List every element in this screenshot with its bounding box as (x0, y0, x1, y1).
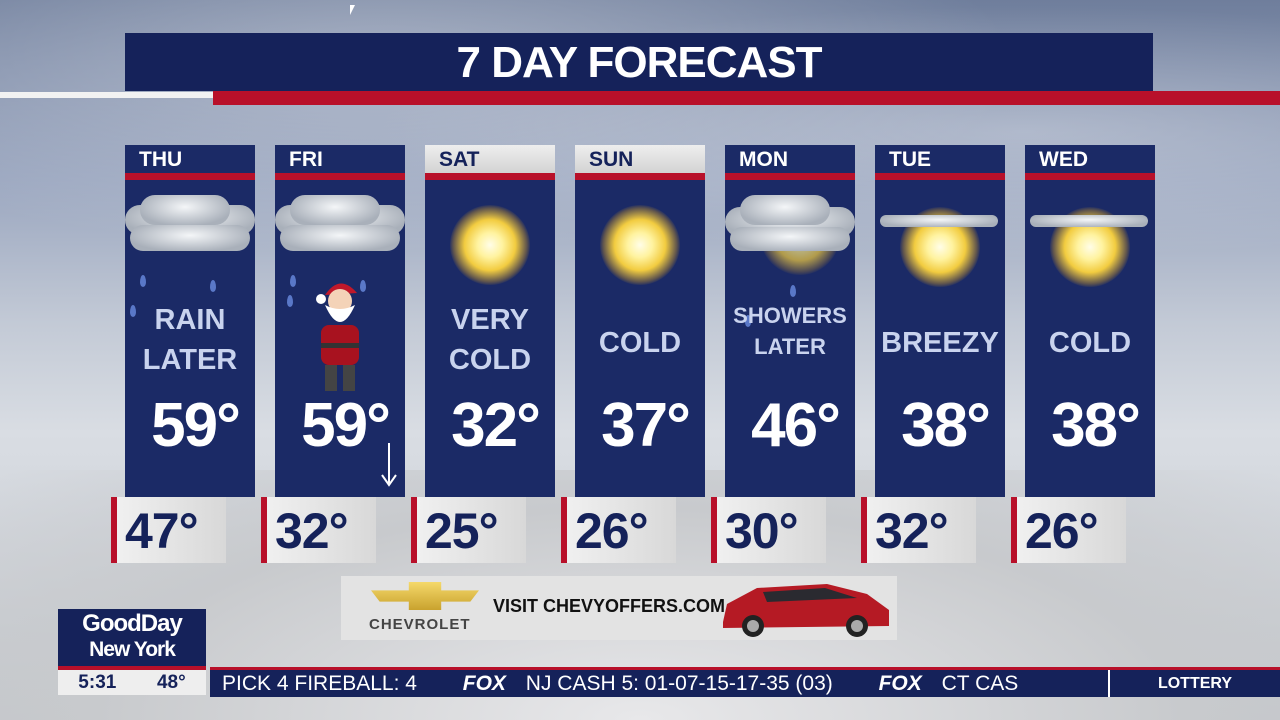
day-column-fri: FRI 59° (275, 145, 405, 497)
ticker-category: LOTTERY (1108, 670, 1280, 697)
condition-line1: SHOWERS (733, 303, 847, 328)
header-divider (875, 173, 1005, 180)
low-temp: 26° (561, 497, 676, 563)
day-column-thu: THU RAIN LATER 59° (125, 145, 255, 497)
high-temp: 46° (751, 391, 841, 460)
day-column-sun: SUN COLD 37° (575, 145, 705, 497)
fox-logo: FOX (462, 672, 506, 695)
current-temp: 48° (156, 672, 186, 693)
condition-text: VERY COLD (425, 300, 555, 380)
high-temp: 59° (301, 391, 391, 460)
day-label: FRI (275, 145, 405, 173)
logo-line1: GoodDay (82, 610, 183, 637)
partly-sunny-icon (875, 195, 1005, 295)
ad-text: VISIT CHEVYOFFERS.COM (493, 596, 726, 616)
high-temp: 38° (1051, 391, 1141, 460)
condition-text: COLD (575, 323, 705, 363)
condition-line1: RAIN (154, 304, 226, 336)
day-column-wed: WED COLD 38° (1025, 145, 1155, 497)
title-accent-red (213, 91, 1280, 105)
day-label: THU (125, 145, 255, 173)
ticker-item: NJ CASH 5: 01-07-15-17-35 (03) (525, 672, 833, 695)
header-divider (425, 173, 555, 180)
news-ticker: PICK 4 FIREBALL: 4 FOX NJ CASH 5: 01-07-… (210, 667, 1280, 697)
day-label: TUE (875, 145, 1005, 173)
high-temp: 37° (601, 391, 691, 460)
day-label: SUN (575, 145, 705, 173)
header-divider (575, 173, 705, 180)
condition-line1: COLD (1048, 327, 1132, 359)
santa-icon (275, 195, 405, 391)
time-temp-box: 5:31 48° (58, 670, 206, 695)
condition-line1: COLD (598, 327, 682, 359)
high-temp: 59° (151, 391, 241, 460)
sun-icon (575, 195, 705, 295)
logo-line2: New York (89, 638, 176, 661)
ticker-item: PICK 4 FIREBALL: 4 (222, 672, 417, 695)
low-temp: 32° (861, 497, 976, 563)
day-column-tue: TUE BREEZY 38° (875, 145, 1005, 497)
day-column-sat: SAT VERY COLD 32° (425, 145, 555, 497)
ticker-item: CT CAS (941, 672, 1019, 695)
condition-line2: COLD (448, 344, 532, 376)
day-label: MON (725, 145, 855, 173)
cloud-sun-rain-icon (725, 195, 855, 327)
condition-line1: BREEZY (881, 327, 999, 359)
current-time: 5:31 (78, 672, 117, 693)
chevrolet-bowtie-logo (371, 582, 479, 610)
page-title: 7 DAY FORECAST (125, 33, 1153, 91)
logo-divider (58, 666, 206, 670)
day-column-mon: MON SHOWERS LATER 46° (725, 145, 855, 497)
low-temp: 30° (711, 497, 826, 563)
mouse-cursor (350, 5, 355, 15)
condition-line1: VERY (451, 304, 529, 336)
fox-logo: FOX (878, 672, 922, 695)
day-label: SAT (425, 145, 555, 173)
sun-icon (425, 195, 555, 295)
chevrolet-ad-banner[interactable]: CHEVROLET VISIT CHEVYOFFERS.COM (341, 576, 897, 640)
condition-text: RAIN LATER (125, 300, 255, 380)
condition-text: SHOWERS LATER (725, 300, 855, 362)
station-logo: GoodDay New York (58, 609, 206, 666)
low-temp: 26° (1011, 497, 1126, 563)
falling-arrow-icon (381, 443, 397, 487)
condition-line2: LATER (754, 334, 826, 359)
header-divider (275, 173, 405, 180)
high-temp: 32° (451, 391, 541, 460)
condition-text: COLD (1025, 323, 1155, 363)
low-temp: 47° (111, 497, 226, 563)
day-label: WED (1025, 145, 1155, 173)
low-temp: 25° (411, 497, 526, 563)
car-image (723, 584, 889, 637)
header-divider (1025, 173, 1155, 180)
partly-sunny-icon (1025, 195, 1155, 295)
high-temp: 38° (901, 391, 991, 460)
header-divider (725, 173, 855, 180)
condition-line2: LATER (142, 344, 238, 376)
title-accent-white (0, 92, 213, 98)
condition-text: BREEZY (875, 323, 1005, 363)
cloud-rain-icon (125, 195, 255, 317)
header-divider (125, 173, 255, 180)
ad-brand: CHEVROLET (369, 616, 471, 633)
low-temp: 32° (261, 497, 376, 563)
